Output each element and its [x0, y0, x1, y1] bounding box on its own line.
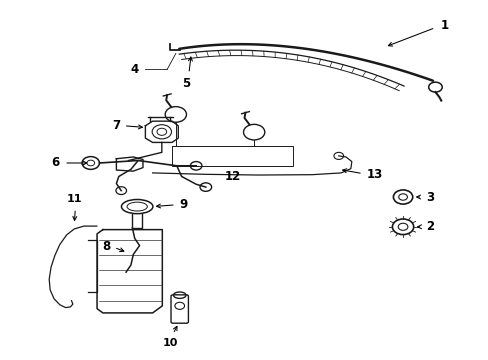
Text: 7: 7 — [112, 119, 120, 132]
Text: 4: 4 — [131, 63, 139, 76]
Text: 2: 2 — [426, 220, 433, 233]
Text: 8: 8 — [102, 240, 110, 253]
Text: 11: 11 — [66, 194, 82, 204]
Text: 6: 6 — [51, 157, 59, 170]
Text: 5: 5 — [182, 77, 190, 90]
Text: 9: 9 — [180, 198, 187, 211]
Text: 3: 3 — [426, 190, 433, 203]
Text: 12: 12 — [224, 170, 240, 183]
Text: 1: 1 — [439, 19, 447, 32]
Text: 10: 10 — [163, 338, 178, 348]
Text: 13: 13 — [366, 168, 382, 181]
